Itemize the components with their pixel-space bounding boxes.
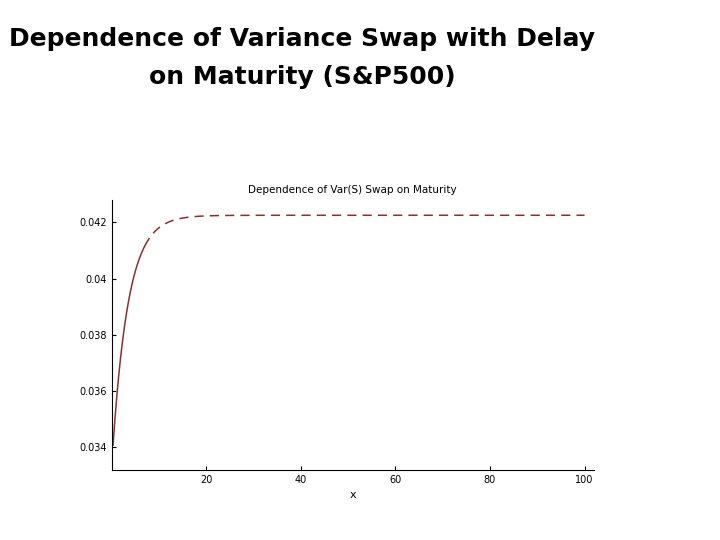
Text: on Maturity (S&P500): on Maturity (S&P500) [149,65,456,89]
Title: Dependence of Var(S) Swap on Maturity: Dependence of Var(S) Swap on Maturity [248,185,457,195]
X-axis label: x: x [349,490,356,500]
Text: Dependence of Variance Swap with Delay: Dependence of Variance Swap with Delay [9,27,595,51]
